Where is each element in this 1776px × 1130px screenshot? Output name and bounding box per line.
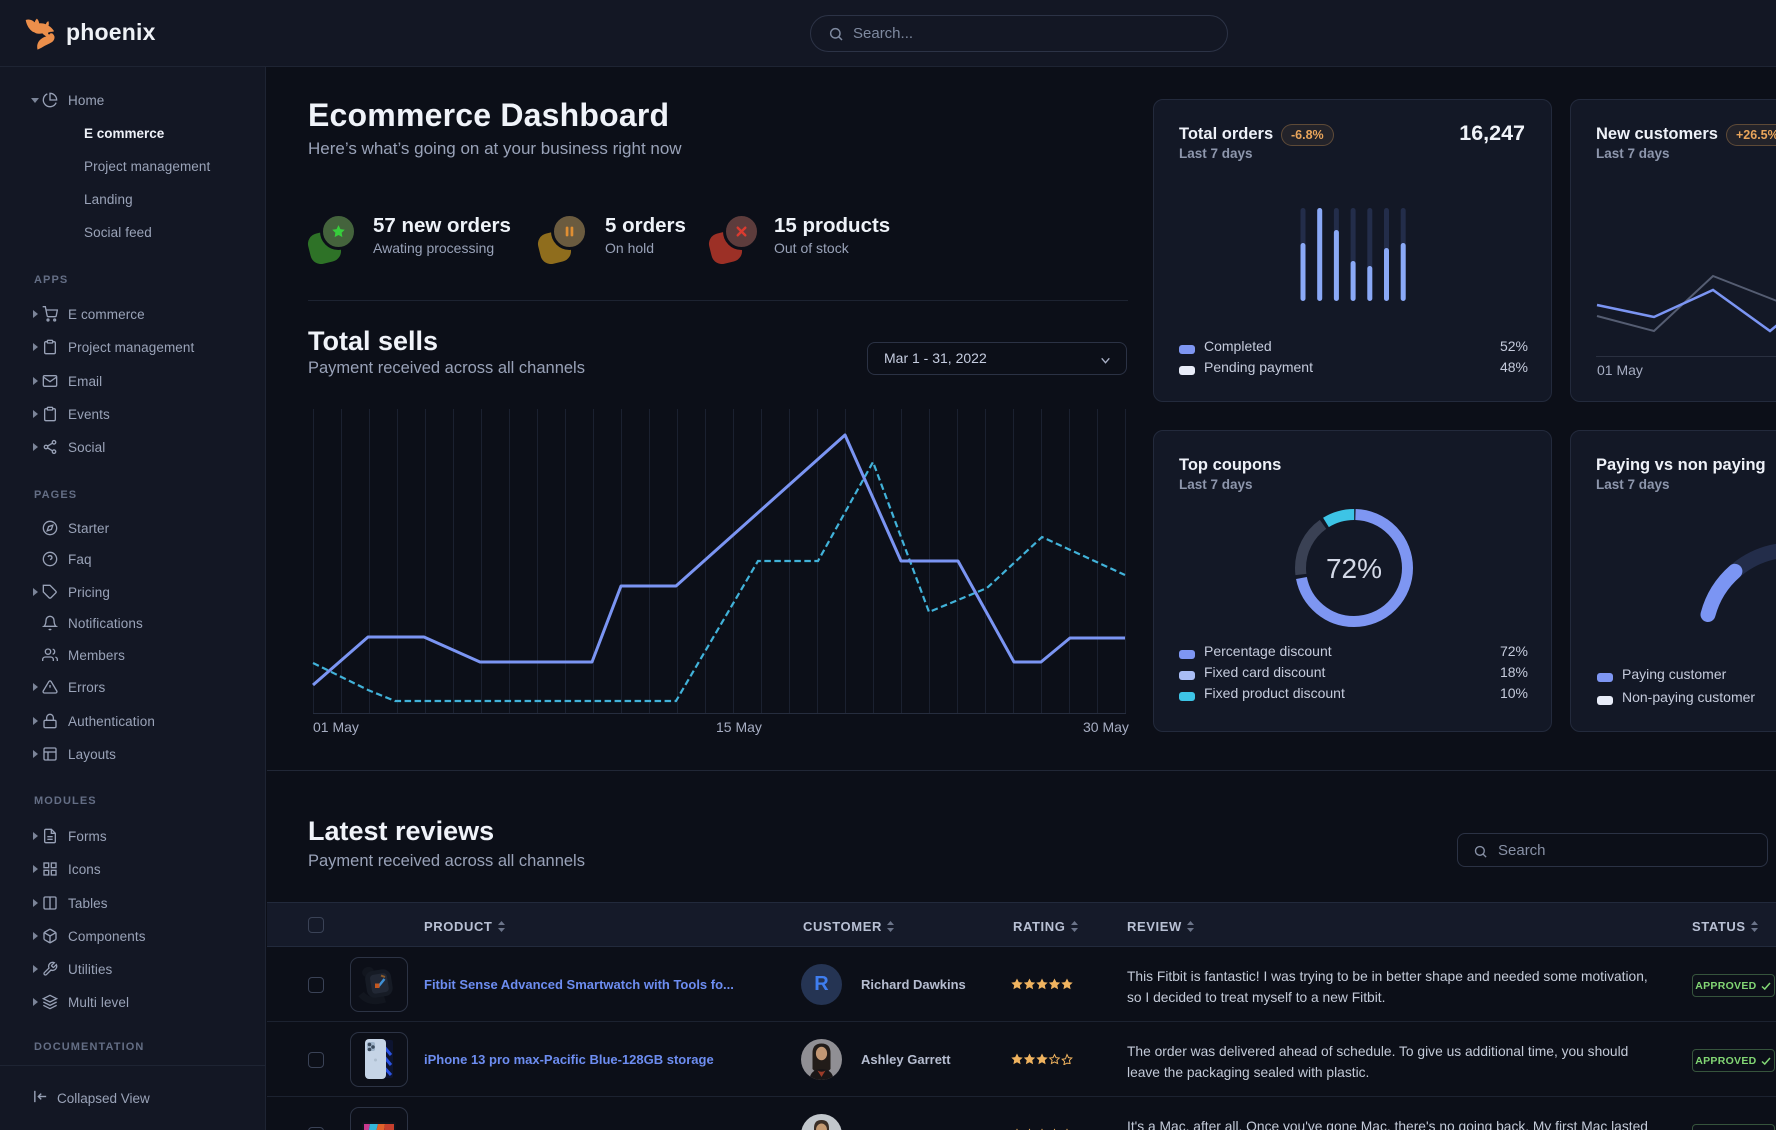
svg-text:72%: 72% [1326,553,1382,584]
